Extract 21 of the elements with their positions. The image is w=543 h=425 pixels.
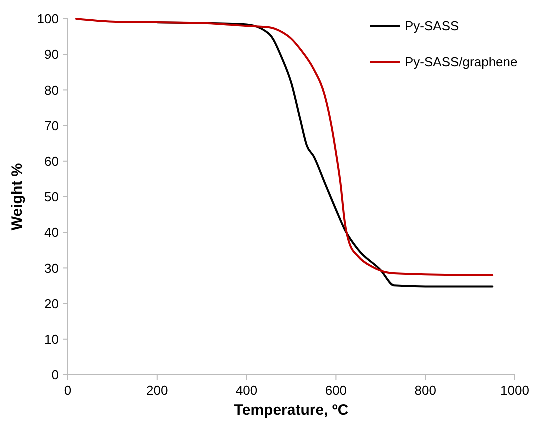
y-tick-label: 70	[44, 118, 59, 134]
y-tick-label: 0	[52, 368, 59, 383]
x-tick-label: 200	[146, 383, 168, 398]
y-tick-label: 50	[44, 190, 59, 205]
y-axis-title: Weight %	[9, 163, 26, 231]
y-tick-label: 40	[44, 225, 59, 240]
y-tick-label: 100	[37, 12, 59, 27]
y-tick-label: 10	[44, 332, 59, 347]
x-tick-label: 400	[236, 383, 258, 398]
x-axis-title: Temperature, ºC	[234, 402, 349, 419]
y-tick-label: 90	[44, 47, 59, 62]
x-tick-label: 0	[64, 383, 72, 398]
x-tick-label: 600	[325, 383, 348, 398]
legend-label: Py-SASS	[405, 18, 460, 34]
y-tick-label: 60	[44, 154, 59, 169]
x-tick-label: 800	[414, 383, 436, 398]
y-tick-label: 80	[44, 82, 59, 98]
y-tick-label: 20	[44, 296, 59, 312]
x-tick-label: 1000	[500, 383, 530, 398]
y-tick-label: 30	[44, 260, 59, 276]
legend-label: Py-SASS/graphene	[405, 54, 518, 70]
